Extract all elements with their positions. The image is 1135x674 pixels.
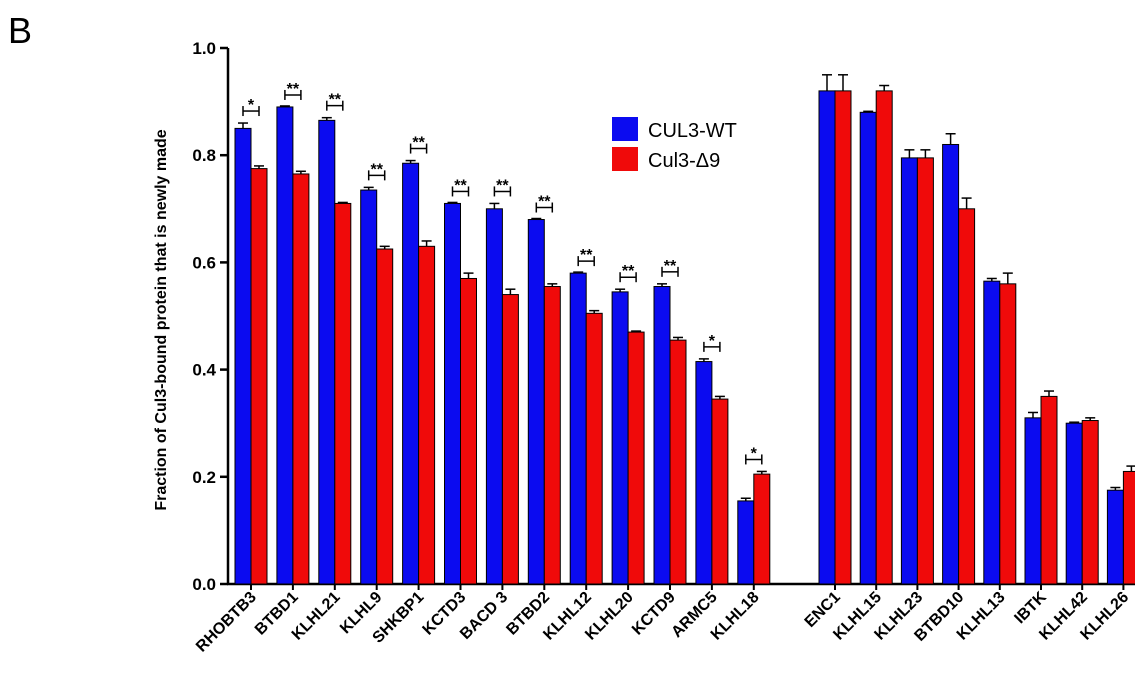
bar-d9 (916, 157, 934, 585)
y-tick-label: 0.8 (192, 146, 216, 165)
bar-d9 (711, 398, 729, 585)
bar-wt (485, 208, 503, 585)
significance-bracket: ** (619, 263, 637, 283)
bar-wt (900, 157, 918, 585)
bar-d9 (834, 90, 852, 585)
significance-text: * (751, 445, 758, 462)
significance-bracket: ** (577, 247, 595, 267)
significance-bracket: ** (326, 92, 344, 111)
significance-text: ** (412, 135, 425, 152)
bar-wt (276, 106, 294, 585)
legend-label-d9: Cul3-Δ9 (648, 150, 720, 172)
significance-bracket: ** (284, 81, 302, 100)
significance-bracket: * (745, 445, 763, 465)
significance-text: * (709, 333, 716, 350)
bar-d9 (1122, 470, 1135, 585)
significance-text: * (248, 97, 255, 114)
bar-d9 (999, 283, 1017, 585)
bar-wt (942, 143, 960, 585)
bar-d9 (753, 473, 771, 585)
bar-wt (983, 280, 1001, 585)
significance-text: ** (622, 263, 635, 280)
bar-d9 (1040, 395, 1058, 585)
bar-wt (360, 189, 378, 585)
legend-swatch-wt (612, 117, 638, 141)
y-tick-label: 0.2 (192, 468, 216, 487)
significance-text: ** (370, 161, 383, 178)
category-label: RHOBTB3 (193, 589, 260, 656)
bar-wt (1106, 489, 1124, 585)
significance-text: ** (329, 92, 342, 109)
significance-text: ** (454, 177, 467, 194)
category-label: IBTK (1011, 588, 1050, 627)
bar-d9 (376, 248, 394, 585)
bar-d9 (669, 339, 687, 585)
y-tick-label: 1.0 (192, 39, 216, 58)
significance-text: ** (538, 194, 551, 211)
bar-d9 (501, 294, 519, 585)
significance-text: ** (580, 247, 593, 264)
bar-wt (318, 119, 336, 585)
bar-d9 (627, 331, 645, 585)
bar-wt (611, 291, 629, 585)
y-tick-label: 0.0 (192, 575, 216, 594)
bar-wt (402, 162, 420, 585)
significance-markers: *********** ******** **** (242, 81, 763, 465)
bar-wt (818, 90, 836, 585)
legend: CUL3-WT Cul3-Δ9 (612, 117, 737, 172)
y-tick-label: 0.4 (192, 361, 216, 380)
bar-d9 (334, 202, 352, 585)
bar-d9 (585, 312, 603, 585)
bar-wt (569, 272, 587, 585)
significance-bracket: ** (451, 177, 470, 197)
significance-bracket: ** (661, 258, 679, 277)
bars-group (234, 74, 1135, 585)
significance-bracket: ** (493, 177, 512, 197)
y-tick-label: 0.6 (192, 253, 216, 272)
bar-wt (653, 286, 671, 585)
bar-d9 (543, 286, 561, 585)
bar-d9 (250, 168, 268, 585)
significance-text: ** (664, 258, 677, 275)
panel-letter: B (8, 10, 33, 51)
bar-wt (1024, 417, 1042, 585)
bar-d9 (292, 173, 310, 585)
significance-text: ** (496, 177, 509, 194)
legend-label-wt: CUL3-WT (648, 120, 737, 142)
significance-bracket: * (242, 97, 260, 117)
bar-d9 (460, 277, 477, 585)
bar-wt (695, 361, 713, 585)
legend-swatch-d9 (612, 147, 638, 171)
bar-wt (737, 500, 755, 585)
significance-bracket: ** (535, 194, 554, 213)
significance-bracket: * (703, 333, 721, 352)
y-axis-label: Fraction of Cul3-bound protein that is n… (153, 129, 170, 510)
significance-bracket: ** (367, 161, 386, 181)
bar-d9 (418, 245, 436, 585)
bar-d9 (958, 208, 976, 585)
significance-text: ** (287, 81, 300, 98)
bar-wt (234, 127, 252, 585)
bar-wt (444, 202, 461, 585)
bar-d9 (1081, 420, 1099, 585)
significance-bracket: ** (409, 135, 428, 154)
bar-wt (859, 111, 877, 585)
bar-wt (527, 219, 545, 585)
bar-wt (1065, 422, 1083, 585)
bar-d9 (875, 90, 893, 585)
